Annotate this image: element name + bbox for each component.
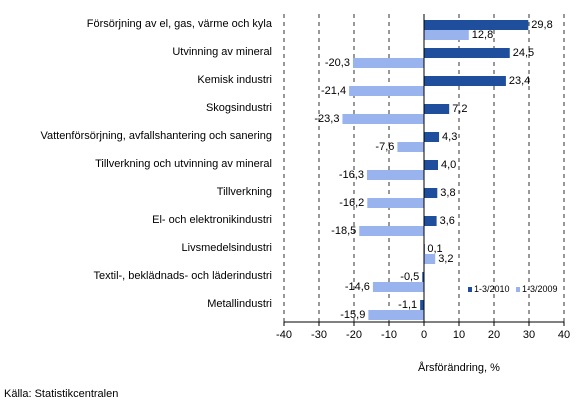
category-labels: Försörjning av el, gas, värme och kyla Ut… [40, 18, 272, 310]
data-label: -21,4 [321, 85, 346, 97]
category-label: Försörjning av el, gas, värme och kyla [87, 18, 273, 30]
bar-2009 [424, 30, 469, 40]
bar-2010 [420, 300, 424, 310]
bar-2010 [424, 132, 440, 142]
data-labels: 29,8 12,8 24,5 -20,3 23,4 -21,4 7,2 -23,3 4,3 -7,… [314, 19, 552, 321]
bar-2009 [352, 58, 424, 68]
x-tick-label: 10 [453, 329, 465, 341]
category-label: Utvinning av mineral [172, 46, 272, 58]
legend-label-2010: 1-3/2010 [474, 284, 510, 294]
data-label: 4,0 [441, 159, 456, 171]
x-tick-label: 20 [488, 329, 500, 341]
x-tick-label: -10 [381, 329, 397, 341]
legend: 1-3/2010 1-3/2009 [468, 284, 558, 294]
data-label: 23,4 [509, 75, 530, 87]
bar-2010 [424, 188, 438, 198]
data-label: 0,1 [427, 243, 442, 255]
bar-2010 [424, 160, 438, 170]
bar-2009 [372, 282, 424, 292]
data-label: -7,6 [375, 141, 394, 153]
x-tick-label: 0 [421, 329, 427, 341]
x-axis-title: Årsförändring, % [418, 361, 500, 374]
bar-2009 [367, 198, 424, 208]
data-label: 12,8 [472, 29, 493, 41]
x-tick-label: -40 [276, 329, 292, 341]
data-label: -14,6 [345, 281, 370, 293]
bar-2010 [424, 104, 450, 114]
data-label: 7,2 [452, 103, 467, 115]
data-label: 24,5 [513, 47, 534, 59]
data-label: -16,2 [339, 197, 364, 209]
category-label: Tillverkning [217, 186, 272, 198]
x-tick-label: 40 [558, 329, 570, 341]
x-tick-label: 30 [523, 329, 535, 341]
data-label: 29,8 [531, 19, 552, 31]
data-label: -18,5 [331, 225, 356, 237]
data-label: -16,3 [339, 169, 364, 181]
data-label: -0,5 [400, 271, 419, 283]
bar-2010 [422, 272, 424, 282]
data-label: 3,8 [440, 187, 455, 199]
category-label: El- och elektronikindustri [152, 214, 272, 226]
bar-2010 [424, 76, 506, 86]
data-label: -20,3 [325, 57, 350, 69]
category-label: Livsmedelsindustri [182, 242, 272, 254]
data-label: -15,9 [340, 309, 365, 321]
category-label: Vattenförsörjning, avfallshantering och … [40, 130, 272, 142]
category-label: Kemisk industri [197, 74, 272, 86]
category-label: Textil-, beklädnads- och läderindustri [93, 270, 272, 282]
legend-swatch-2010 [468, 287, 472, 292]
data-label: -1,1 [398, 299, 417, 311]
category-label: Metallindustri [207, 298, 272, 310]
data-label: 4,3 [442, 131, 457, 143]
data-label: 3,2 [438, 253, 453, 265]
data-label: 3,6 [440, 215, 455, 227]
bars [342, 20, 529, 320]
bar-2010 [424, 48, 510, 58]
category-label: Skogsindustri [206, 102, 272, 114]
bar-2009 [349, 86, 424, 96]
bar-2009 [342, 114, 424, 124]
x-tick-labels: -40 -30 -20 -10 0 10 20 30 40 [276, 329, 570, 341]
legend-swatch-2009 [516, 287, 520, 292]
bar-2010 [424, 216, 437, 226]
bar-2009 [368, 310, 424, 320]
bar-2009 [424, 254, 436, 264]
bar-2009 [397, 142, 424, 152]
bar-2009 [359, 226, 424, 236]
x-tick-label: -20 [346, 329, 362, 341]
bar-2010 [424, 20, 529, 30]
x-tick-label: -30 [311, 329, 327, 341]
source-note: Källa: Statistikcentralen [4, 388, 119, 400]
bar-2009 [366, 170, 424, 180]
category-label: Tillverkning och utvinning av mineral [95, 158, 272, 170]
legend-label-2009: 1-3/2009 [522, 284, 558, 294]
zero-line [284, 14, 564, 323]
data-label: -23,3 [314, 113, 339, 125]
